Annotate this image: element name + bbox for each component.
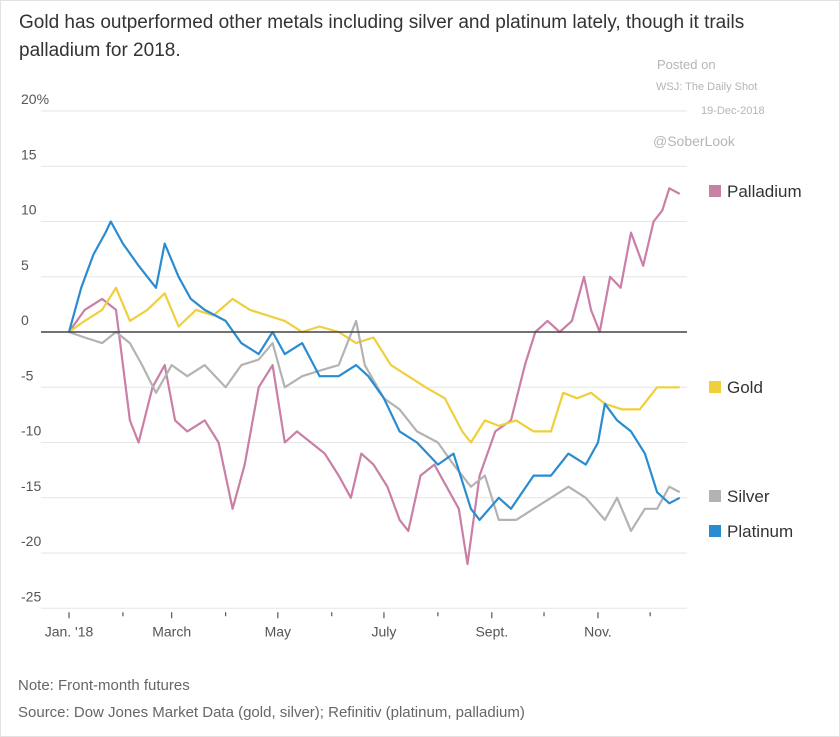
y-tick-label: -15 [21,478,41,494]
legend-swatch-silver [709,490,721,502]
y-tick-label: -25 [21,588,41,604]
posted-label: Posted on [657,57,716,72]
legend-swatch-palladium [709,185,721,197]
legend-swatch-platinum [709,525,721,537]
y-tick-label: -10 [21,423,41,439]
y-tick-label: -5 [21,367,34,383]
x-tick-label: May [265,623,291,639]
x-tick-label: Sept. [475,623,508,639]
x-tick-label: July [371,623,396,639]
y-tick-label: 5 [21,257,29,273]
posted-source: WSJ: The Daily Shot [656,81,758,93]
line-chart: 20% 15 10 5 0 -5 -10 -15 -20 -25 Jan. '18 March May J… [21,91,802,639]
legend-label-gold: Gold [727,378,763,397]
legend-label-silver: Silver [727,487,770,506]
y-tick-label: 20% [21,91,49,107]
y-tick-label: 15 [21,146,37,162]
series-line-gold [68,286,680,444]
y-tick-label: 0 [21,312,29,328]
posted-date: 19-Dec-2018 [701,105,765,117]
x-tick-label: Jan. '18 [45,623,94,639]
x-tick-label: Nov. [584,623,612,639]
y-tick-label: -20 [21,533,41,549]
series-line-palladium [68,187,681,566]
legend-label-palladium: Palladium [727,182,802,201]
legend-swatch-gold [709,381,721,393]
chart-title: Gold has outperformed other metals inclu… [19,12,745,61]
x-tick-label: March [152,623,191,639]
legend-label-platinum: Platinum [727,522,793,541]
posted-handle: @SoberLook [653,133,735,149]
source-note: Source: Dow Jones Market Data (gold, sil… [18,704,525,721]
footnote: Note: Front-month futures [18,677,190,694]
series-line-silver [68,319,681,532]
y-tick-label: 10 [21,202,37,218]
series-line-platinum [67,220,681,521]
